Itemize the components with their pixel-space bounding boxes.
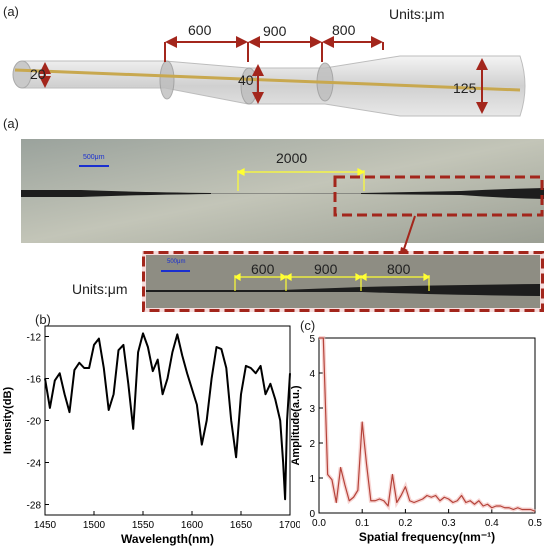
- y-axis-label: Intensity(dB): [2, 387, 14, 455]
- y-tick-label: -12: [27, 333, 42, 344]
- x-tick-label: 0.5: [528, 518, 542, 529]
- series-line: [44, 332, 291, 501]
- micro-units-label: Units:μm: [72, 281, 128, 297]
- y-tick-label: 1: [309, 474, 315, 485]
- y-tick-label: 3: [309, 404, 315, 415]
- x-tick-label: 1650: [230, 520, 253, 531]
- panel-b-label: (b): [35, 312, 51, 327]
- y-tick-label: 0: [309, 509, 315, 520]
- x-axis-label: Spatial frequency(nm⁻¹): [359, 530, 495, 544]
- section-ellipse-1: [159, 60, 175, 100]
- intensity-chart: 1450 1500 1550 1600 1650 1700 -12 -16 -20 -24 -28 W…: [2, 325, 300, 546]
- micrograph-fiber-right: [361, 188, 544, 199]
- x-tick-label: 1450: [34, 520, 57, 531]
- length-label-600: 600: [188, 22, 212, 38]
- inset-length-600: 600: [251, 261, 275, 277]
- left-end-face: [12, 60, 32, 89]
- x-tick-label: 1500: [83, 520, 106, 531]
- panel-c-label: (c): [300, 318, 316, 333]
- micro-scale-bar-label: 500μm: [83, 154, 105, 161]
- x-tick-label: 1550: [132, 520, 155, 531]
- fiber-core: [14, 68, 521, 92]
- x-tick-label: 0.3: [442, 518, 456, 529]
- x-tick-label: 0.4: [485, 518, 499, 529]
- units-label: Units:μm: [389, 6, 445, 22]
- fiber-taper-schematic: [12, 36, 526, 117]
- amplitude-chart: 0.0 0.1 0.2 0.3 0.4 0.5 0 1 2 3 4 5 Spatial frequenc…: [290, 334, 542, 544]
- length-label-900: 900: [263, 23, 287, 39]
- plot-frame: [44, 325, 291, 516]
- series-line: [319, 337, 536, 512]
- y-tick-label: 4: [309, 369, 315, 380]
- y-tick-label: -28: [27, 501, 42, 512]
- micrograph-image: [21, 139, 544, 243]
- zoom-selection-box: [333, 175, 544, 217]
- inset-length-800: 800: [387, 261, 411, 277]
- plot-frame: [318, 337, 536, 514]
- length-label-800: 800: [332, 22, 356, 38]
- panel-a-micro-label: (a): [3, 116, 19, 131]
- y-axis-label: Amplitude(a.u.): [290, 385, 302, 465]
- inset-length-900: 900: [314, 261, 338, 277]
- x-axis-label: Wavelength(nm): [121, 532, 214, 546]
- panel-a-label: (a): [3, 4, 19, 19]
- x-tick-label: 0.0: [312, 518, 326, 529]
- y-tick-label: 5: [309, 334, 315, 345]
- micrograph-fiber-left: [21, 190, 211, 197]
- series-line-glow: [319, 336, 536, 514]
- diameter-label-125: 125: [453, 80, 477, 96]
- diameter-label-20: 20: [30, 66, 46, 82]
- x-tick-label: 1600: [181, 520, 204, 531]
- y-tick-label: -20: [27, 417, 42, 428]
- inset-scale-bar-label: 500μm: [167, 259, 186, 265]
- y-tick-label: -16: [27, 375, 42, 386]
- length-label-2000: 2000: [276, 150, 308, 166]
- inset-micrograph: [142, 251, 544, 312]
- y-tick-label: -24: [27, 459, 42, 470]
- x-tick-label: 0.1: [355, 518, 369, 529]
- x-tick-label: 1700: [279, 520, 300, 531]
- x-tick-label: 0.2: [398, 518, 412, 529]
- diameter-label-40: 40: [238, 72, 254, 88]
- y-tick-label: 2: [309, 439, 315, 450]
